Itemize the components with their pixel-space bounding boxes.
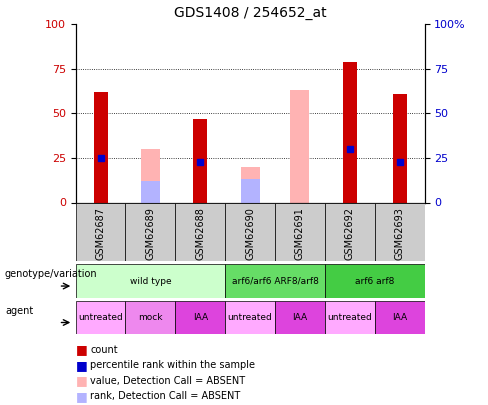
Bar — [76, 202, 125, 261]
Text: percentile rank within the sample: percentile rank within the sample — [90, 360, 255, 370]
Bar — [125, 301, 175, 334]
Bar — [76, 264, 225, 298]
Text: GSM62688: GSM62688 — [195, 207, 205, 260]
Bar — [343, 62, 357, 202]
Text: GSM62687: GSM62687 — [96, 207, 105, 260]
Text: mock: mock — [138, 313, 163, 322]
Bar — [193, 119, 207, 202]
Text: rank, Detection Call = ABSENT: rank, Detection Call = ABSENT — [90, 391, 241, 401]
Text: IAA: IAA — [392, 313, 407, 322]
Bar — [275, 202, 325, 261]
Text: arf6 arf8: arf6 arf8 — [355, 277, 394, 286]
Bar — [393, 94, 407, 202]
Text: untreated: untreated — [327, 313, 372, 322]
Bar — [225, 202, 275, 261]
Text: arf6/arf6 ARF8/arf8: arf6/arf6 ARF8/arf8 — [232, 277, 319, 286]
Bar — [225, 264, 325, 298]
Text: IAA: IAA — [193, 313, 208, 322]
Text: GSM62691: GSM62691 — [295, 207, 305, 260]
Text: GSM62693: GSM62693 — [395, 207, 405, 260]
Text: IAA: IAA — [292, 313, 307, 322]
Text: GSM62690: GSM62690 — [245, 207, 255, 260]
Bar — [94, 92, 107, 202]
Bar — [375, 301, 425, 334]
Text: count: count — [90, 345, 118, 355]
Bar — [241, 179, 260, 202]
Text: GSM62689: GSM62689 — [145, 207, 155, 260]
Text: ■: ■ — [76, 343, 87, 356]
Bar — [375, 202, 425, 261]
Text: ■: ■ — [76, 374, 87, 387]
Bar — [141, 149, 160, 202]
Text: untreated: untreated — [78, 313, 123, 322]
Bar — [275, 301, 325, 334]
Text: ■: ■ — [76, 359, 87, 372]
Text: agent: agent — [5, 306, 33, 316]
Text: genotype/variation: genotype/variation — [5, 269, 98, 279]
Text: untreated: untreated — [228, 313, 272, 322]
Bar — [175, 202, 225, 261]
Text: GSM62692: GSM62692 — [345, 207, 355, 260]
Text: wild type: wild type — [130, 277, 171, 286]
Bar — [241, 167, 260, 202]
Bar — [76, 301, 125, 334]
Bar — [290, 90, 309, 202]
Bar — [175, 301, 225, 334]
Bar — [125, 202, 175, 261]
Text: ■: ■ — [76, 390, 87, 403]
Bar — [225, 301, 275, 334]
Text: value, Detection Call = ABSENT: value, Detection Call = ABSENT — [90, 376, 245, 386]
Bar — [325, 202, 375, 261]
Bar — [325, 264, 425, 298]
Title: GDS1408 / 254652_at: GDS1408 / 254652_at — [174, 6, 326, 21]
Bar — [141, 181, 160, 202]
Bar — [325, 301, 375, 334]
